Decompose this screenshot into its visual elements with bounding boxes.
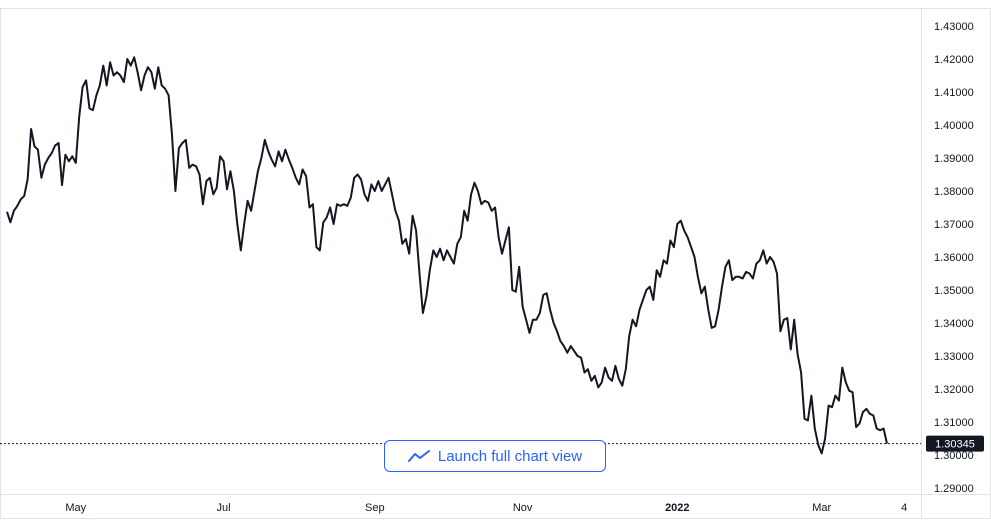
y-tick-label: 1.37000 [934,219,974,231]
x-tick-label: Sep [365,502,385,514]
y-tick-label: 1.34000 [934,318,974,330]
x-tick-label: Jul [217,502,231,514]
series-line [6,56,888,455]
price-series [6,56,888,455]
y-tick-label: 1.38000 [934,186,974,198]
price-axis[interactable]: 1.29000 1.30000 1.31000 1.32000 1.33000 1.340… [934,21,974,495]
trend-line-icon [407,450,430,462]
time-axis[interactable]: May Jul Sep Nov 2022 Mar 4 [65,502,907,514]
y-tick-label: 1.36000 [934,252,974,264]
y-tick-label: 1.33000 [934,351,974,363]
y-tick-label: 1.43000 [934,21,974,33]
x-tick-label: 4 [901,502,907,514]
last-price-badge [926,435,984,452]
last-price-label: 1.30345 [935,439,975,451]
y-tick-label: 1.41000 [934,87,974,99]
y-tick-label: 1.29000 [934,483,974,495]
y-tick-label: 1.35000 [934,285,974,297]
launch-full-chart-label: Launch full chart view [437,447,583,465]
x-tick-label: Mar [812,502,831,514]
y-tick-label: 1.30000 [934,450,974,462]
y-tick-label: 1.40000 [934,120,974,132]
x-tick-label: Nov [513,502,533,514]
y-tick-label: 1.42000 [934,54,974,66]
y-tick-label: 1.39000 [934,153,974,165]
launch-full-chart-button[interactable]: Launch full chart view [384,440,606,472]
x-tick-label: May [65,502,86,514]
y-tick-label: 1.32000 [934,384,974,396]
x-tick-label: 2022 [665,502,689,514]
y-tick-label: 1.31000 [934,417,974,429]
